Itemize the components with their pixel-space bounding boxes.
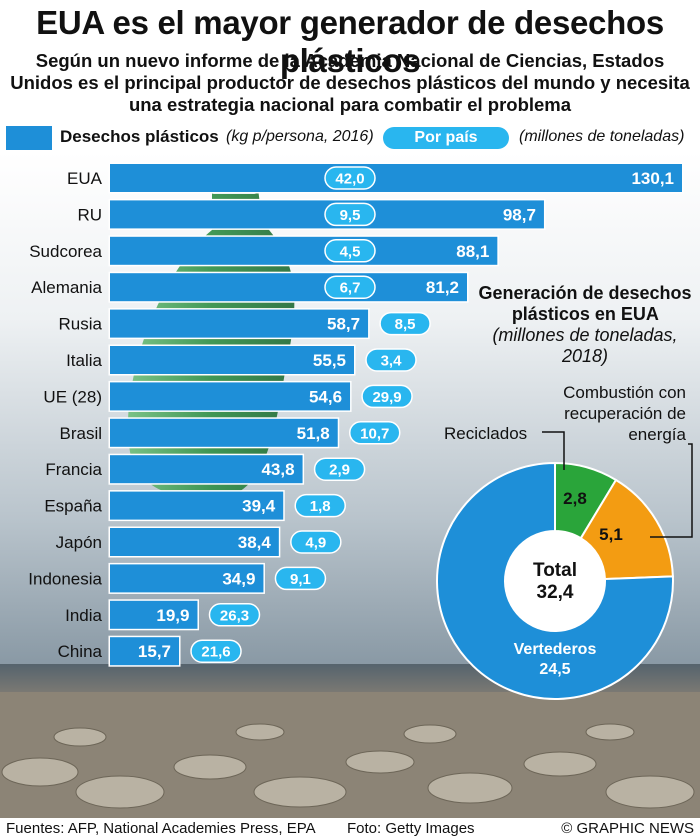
donut-title: Generación de desechos plásticos en EUA … xyxy=(478,283,692,367)
country-total-label: 29,9 xyxy=(372,389,401,406)
country-total-pill xyxy=(348,421,401,445)
country-total-label: 8,5 xyxy=(395,316,416,333)
country-total-label: 4,5 xyxy=(340,243,361,260)
bar-value-label: 88,1 xyxy=(456,242,489,261)
legend-bar-swatch xyxy=(6,126,52,150)
label-reciclados: Reciclados xyxy=(444,424,528,443)
category-label: EUA xyxy=(67,169,103,188)
leader-line-combustion xyxy=(650,443,693,538)
category-label: India xyxy=(65,606,102,625)
bar xyxy=(110,164,682,192)
country-total-label: 3,4 xyxy=(381,353,403,370)
bar-value-label: 43,8 xyxy=(261,460,294,479)
bar xyxy=(110,528,279,556)
bar xyxy=(110,346,355,374)
bar xyxy=(110,564,264,593)
country-total-pill xyxy=(190,639,242,663)
country-total-label: 9,1 xyxy=(290,571,311,588)
bar xyxy=(110,418,338,447)
bar-value-label: 15,7 xyxy=(138,642,171,661)
footer-copyright: © GRAPHIC NEWS xyxy=(561,820,694,837)
country-total-label: 10,7 xyxy=(360,425,389,442)
page-subtitle: Según un nuevo informe de la Academia Na… xyxy=(10,50,690,115)
country-total-label: 1,8 xyxy=(310,498,331,515)
page-title: EUA es el mayor generador de desechos pl… xyxy=(36,4,664,79)
value-reciclados: 2,8 xyxy=(563,489,587,508)
donut-total-value: 32,4 xyxy=(537,582,574,603)
bar xyxy=(110,309,369,338)
category-label: Italia xyxy=(66,351,102,370)
category-label: Rusia xyxy=(59,315,103,334)
bar xyxy=(110,491,284,520)
legend-bar-unit: (kg p/persona, 2016) xyxy=(226,128,374,145)
category-label: Brasil xyxy=(59,424,102,443)
category-label: China xyxy=(58,642,103,661)
category-label: RU xyxy=(77,205,102,224)
category-label: Japón xyxy=(56,533,102,552)
bar xyxy=(110,455,303,484)
leader-line-reciclados xyxy=(542,431,565,470)
bar-value-label: 38,4 xyxy=(238,533,272,552)
footer: Fuentes: AFP, National Academies Press, … xyxy=(0,818,700,838)
country-total-pill xyxy=(313,457,366,481)
value-combustion: 5,1 xyxy=(599,525,623,544)
country-total-label: 42,0 xyxy=(335,171,364,188)
donut-hole xyxy=(505,531,605,631)
bar-value-label: 130,1 xyxy=(631,169,674,188)
country-total-pill xyxy=(294,493,346,518)
label-combustion: Combustión con recuperación de energía xyxy=(563,383,686,444)
country-total-pill xyxy=(274,566,327,591)
category-label: UE (28) xyxy=(43,387,102,406)
country-total-pill xyxy=(324,202,376,227)
category-label: Francia xyxy=(45,460,102,479)
country-total-pill xyxy=(290,530,342,554)
bar-value-label: 51,8 xyxy=(297,424,330,443)
donut-title-unit: (millones de toneladas, 2018) xyxy=(492,325,678,366)
bar xyxy=(110,382,351,411)
country-total-label: 26,3 xyxy=(220,607,249,624)
litter-illustration xyxy=(1,723,695,809)
country-total-pill xyxy=(324,275,376,299)
value-vertederos: 24,5 xyxy=(539,661,570,678)
footer-photo-credit: Foto: Getty Images xyxy=(347,820,475,837)
bar xyxy=(110,273,468,302)
legend: Desechos plásticos (kg p/persona, 2016) … xyxy=(0,124,700,150)
bar xyxy=(110,600,198,629)
country-total-label: 9,5 xyxy=(340,207,361,224)
category-label: España xyxy=(44,497,102,516)
country-total-pill xyxy=(324,239,376,263)
bar xyxy=(110,637,180,666)
bar-chart: EUA 130,1 42,0 RU 98,7 9,5 Sudcorea 88,1 4,5 Alem… xyxy=(28,162,684,667)
bar-value-label: 81,2 xyxy=(426,278,459,297)
country-total-pill xyxy=(365,348,417,372)
category-label: Indonesia xyxy=(28,569,102,588)
bar-value-label: 54,6 xyxy=(309,387,342,406)
donut-total-label: Total xyxy=(533,560,577,581)
bar-value-label: 55,5 xyxy=(313,351,346,370)
country-total-label: 4,9 xyxy=(305,535,326,552)
legend-pill: Por país xyxy=(383,127,509,149)
donut-title-main: Generación de desechos plásticos en EUA xyxy=(478,283,692,324)
bar-value-label: 34,9 xyxy=(222,569,255,588)
category-label: Alemania xyxy=(31,278,102,297)
category-label: Sudcorea xyxy=(29,242,102,261)
country-total-pill xyxy=(208,603,261,627)
bar-value-label: 19,9 xyxy=(156,606,189,625)
footer-sources: Fuentes: AFP, National Academies Press, … xyxy=(6,820,316,837)
bar xyxy=(110,236,498,265)
country-total-label: 21,6 xyxy=(201,644,230,661)
country-total-pill xyxy=(379,311,431,336)
bar-value-label: 58,7 xyxy=(327,315,360,334)
country-total-pill xyxy=(361,384,413,409)
bar-value-label: 39,4 xyxy=(242,497,276,516)
bar-value-label: 98,7 xyxy=(503,205,536,224)
legend-pill-unit: (millones de toneladas) xyxy=(519,128,685,145)
label-vertederos: Vertederos xyxy=(514,641,597,658)
country-total-label: 2,9 xyxy=(329,462,350,479)
country-total-pill xyxy=(324,166,376,190)
legend-bar-label: Desechos plásticos xyxy=(60,127,219,146)
country-total-label: 6,7 xyxy=(340,280,361,297)
